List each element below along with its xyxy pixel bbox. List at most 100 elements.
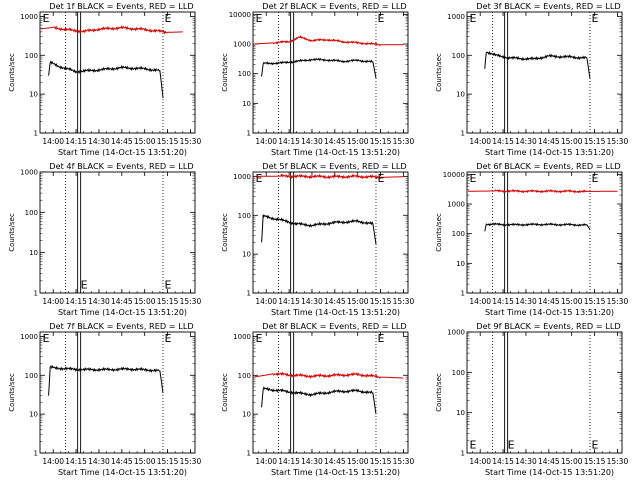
event-marker: E [256, 332, 263, 345]
y-tick-label: 100 [25, 209, 38, 217]
panel-det-3: Det 3f BLACK = Events, RED = LLD Counts/s… [435, 1, 628, 157]
y-tick-label: 1 [34, 450, 38, 458]
x-tick-label: 15:00 [347, 297, 369, 306]
x-tick-label: 14:30 [301, 137, 323, 146]
plot-frame [39, 331, 196, 454]
x-tick-label: 14:30 [88, 457, 110, 466]
x-tick-label: 15:30 [607, 297, 629, 306]
series-line-lld [254, 35, 404, 47]
event-marker: E [378, 172, 385, 185]
x-tick-label: 14:00 [255, 137, 277, 146]
x-tick-label: 14:00 [469, 457, 491, 466]
x-tick-label: 14:15 [65, 297, 87, 306]
x-tick-label: 14:30 [301, 297, 323, 306]
x-tick-label: 15:00 [134, 457, 156, 466]
x-tick-label: 14:30 [301, 457, 323, 466]
panel-title: Det 2f BLACK = Events, RED = LLD [262, 1, 406, 11]
y-tick-label: 1000 [233, 41, 251, 49]
series-line-events [48, 60, 164, 98]
x-axis-label: Start Time (14-Oct-15 13:51:20) [485, 148, 614, 157]
y-axis-label: Counts/sec [8, 373, 16, 412]
y-axis-label: Counts/sec [221, 53, 229, 92]
y-tick-label: 1 [247, 450, 251, 458]
panel-title: Det 7f BLACK = Events, RED = LLD [49, 321, 193, 331]
x-tick-label: 14:15 [492, 457, 514, 466]
x-tick-label: 15:30 [393, 457, 415, 466]
plot-frame [39, 11, 196, 134]
y-tick-label: 100 [452, 52, 465, 60]
x-tick-label: 15:00 [134, 137, 156, 146]
x-tick-label: 14:45 [111, 457, 133, 466]
x-tick-label: 14:00 [469, 297, 491, 306]
y-tick-label: 10 [29, 91, 38, 99]
x-tick-label: 14:00 [255, 457, 277, 466]
x-tick-label: 15:15 [370, 457, 392, 466]
y-axis-label: Counts/sec [435, 373, 443, 412]
series-line-events [48, 364, 164, 396]
event-marker: E [378, 12, 385, 25]
y-tick-label: 100 [238, 212, 251, 220]
x-tick-label: 15:00 [561, 137, 583, 146]
x-tick-label: 14:15 [278, 137, 300, 146]
x-axis-label: Start Time (14-Oct-15 13:51:20) [271, 468, 400, 477]
y-axis-label: Counts/sec [221, 373, 229, 412]
plot-frame [252, 11, 409, 134]
event-marker: E [165, 332, 172, 345]
plot-frame [466, 11, 623, 134]
y-tick-label: 100 [452, 230, 465, 238]
x-tick-label: 14:45 [324, 297, 346, 306]
plot-frame [252, 331, 409, 454]
y-tick-label: 100 [25, 372, 38, 380]
x-tick-label: 15:15 [370, 297, 392, 306]
x-tick-label: 15:15 [584, 297, 606, 306]
y-tick-label: 1 [34, 290, 38, 298]
y-axis-label: Counts/sec [8, 53, 16, 92]
plot-frame [466, 331, 623, 454]
x-tick-label: 14:15 [492, 297, 514, 306]
x-tick-label: 14:30 [515, 137, 537, 146]
panel-title: Det 4f BLACK = Events, RED = LLD [49, 161, 193, 171]
series-line-lld [468, 188, 618, 194]
series-line-events [261, 57, 377, 79]
y-tick-label: 10 [456, 91, 465, 99]
x-tick-label: 14:00 [42, 297, 64, 306]
x-axis-label: Start Time (14-Oct-15 13:51:20) [58, 468, 187, 477]
x-tick-label: 15:30 [607, 137, 629, 146]
panel-title: Det 9f BLACK = Events, RED = LLD [476, 321, 620, 331]
x-tick-label: 15:15 [157, 297, 179, 306]
y-tick-label: 1000 [233, 173, 251, 181]
x-tick-label: 15:00 [347, 457, 369, 466]
event-marker: E [470, 12, 477, 25]
x-axis-label: Start Time (14-Oct-15 13:51:20) [271, 308, 400, 317]
panel-det-1: Det 1f BLACK = Events, RED = LLD Counts/s… [8, 1, 201, 157]
x-tick-label: 14:30 [88, 297, 110, 306]
x-tick-label: 14:45 [538, 457, 560, 466]
x-tick-label: 14:45 [538, 297, 560, 306]
y-tick-label: 1000 [233, 333, 251, 341]
x-axis-label: Start Time (14-Oct-15 13:51:20) [485, 468, 614, 477]
panel-title: Det 5f BLACK = Events, RED = LLD [262, 161, 406, 171]
y-tick-label: 100 [452, 369, 465, 377]
series-line-lld [40, 24, 183, 35]
event-marker: E [592, 438, 599, 451]
x-tick-label: 14:45 [324, 457, 346, 466]
x-tick-label: 14:30 [515, 457, 537, 466]
panel-title: Det 3f BLACK = Events, RED = LLD [476, 1, 620, 11]
plot-frame [466, 171, 623, 294]
series-line-lld [254, 173, 404, 180]
x-axis-label: Start Time (14-Oct-15 13:51:20) [271, 148, 400, 157]
x-tick-label: 14:15 [65, 137, 87, 146]
x-tick-label: 14:30 [88, 137, 110, 146]
x-tick-label: 15:30 [393, 137, 415, 146]
y-tick-label: 1000 [20, 333, 38, 341]
event-marker: E [165, 278, 172, 291]
event-marker: E [165, 12, 172, 25]
y-axis-label: Counts/sec [8, 213, 16, 252]
x-tick-label: 15:15 [157, 137, 179, 146]
y-tick-label: 1000 [20, 13, 38, 21]
x-tick-label: 14:00 [255, 297, 277, 306]
y-tick-label: 100 [238, 70, 251, 78]
x-tick-label: 14:45 [324, 137, 346, 146]
x-tick-label: 15:00 [134, 297, 156, 306]
x-tick-label: 14:00 [469, 137, 491, 146]
